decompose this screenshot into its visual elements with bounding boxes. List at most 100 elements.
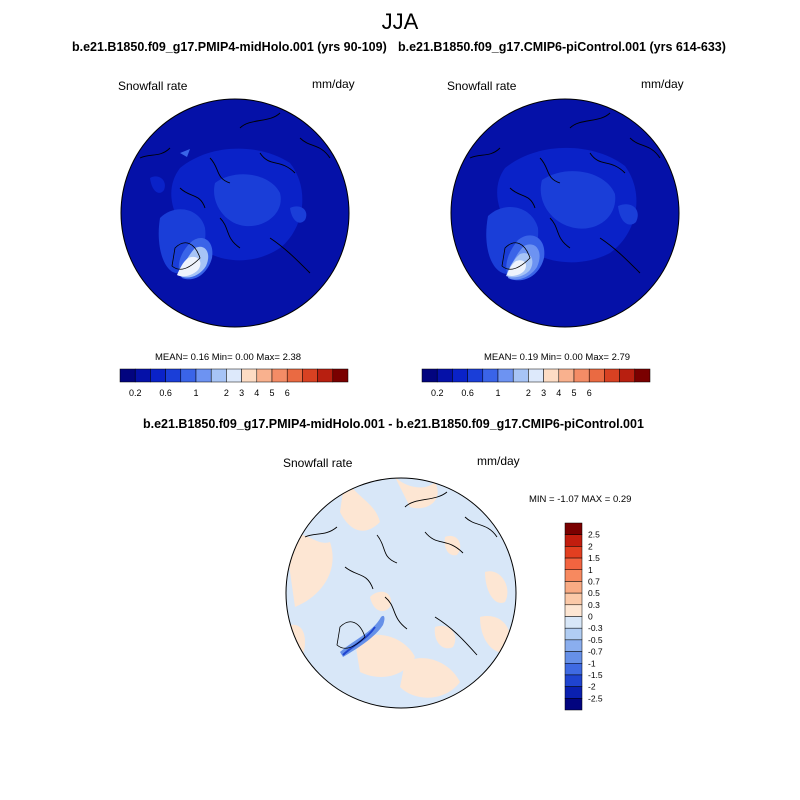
right-min-label: Min= — [540, 352, 562, 363]
right-colorbar-tick-label: 2 — [526, 388, 531, 398]
left-colorbar-tick-label: 1 — [193, 388, 198, 398]
diff-colorbar-swatch — [564, 546, 583, 559]
diff-colorbar-swatch — [564, 604, 583, 617]
right-max-label: Max= — [585, 352, 609, 363]
left-colorbar-swatch — [241, 368, 258, 383]
diff-colorbar-tick-label: -0.5 — [588, 635, 603, 645]
diff-colorbar-swatch — [564, 522, 583, 535]
diff-colorbar-swatch — [564, 639, 583, 652]
left-colorbar-swatch — [195, 368, 212, 383]
diff-title: b.e21.B1850.f09_g17.PMIP4-midHolo.001 - … — [143, 417, 644, 431]
right-colorbar-swatch — [573, 368, 590, 383]
diff-colorbar-tick-label: -0.7 — [588, 647, 603, 657]
left-case-title: b.e21.B1850.f09_g17.PMIP4-midHolo.001 (y… — [72, 40, 387, 54]
right-colorbar-swatch — [558, 368, 575, 383]
left-colorbar-swatch — [332, 368, 349, 383]
diff-variable-label: Snowfall rate — [283, 456, 353, 470]
right-max-value: 2.79 — [611, 352, 631, 363]
left-colorbar-tick-label: 2 — [224, 388, 229, 398]
diff-colorbar-swatch — [564, 581, 583, 594]
right-colorbar-swatch — [512, 368, 529, 383]
right-colorbar-tick-label: 5 — [571, 388, 576, 398]
diff-colorbar-swatch — [564, 557, 583, 570]
left-colorbar-tick-label: 4 — [254, 388, 259, 398]
main-title: JJA — [381, 9, 419, 34]
right-colorbar-swatch — [452, 368, 468, 383]
left-colorbar-swatch — [165, 368, 182, 383]
right-colorbar-swatch — [482, 368, 499, 383]
right-colorbar-tick-label: 4 — [556, 388, 561, 398]
right-colorbar-tick-label: 1 — [495, 388, 500, 398]
diff-colorbar-tick-label: 1.5 — [588, 553, 600, 563]
left-colorbar-swatch — [180, 368, 197, 383]
right-colorbar-tick-label: 3 — [541, 388, 546, 398]
diff-colorbar-tick-label: -1.5 — [588, 670, 603, 680]
left-colorbar: 0.2 0.6 1 2 3 4 5 6 — [119, 368, 349, 398]
left-mean-label: MEAN= — [155, 352, 188, 363]
left-units-label: mm/day — [312, 77, 355, 91]
left-colorbar-swatch — [226, 368, 242, 383]
right-colorbar: 0.2 0.6 1 2 3 4 5 6 — [421, 368, 651, 398]
diff-colorbar-swatch — [564, 569, 583, 582]
diff-colorbar: 2.52 1.5 10.7 0.5 0.3 0-0.3 -0.5 -0.7-1 -1.5 -2-2… — [564, 522, 603, 711]
left-min-label: Min= — [211, 352, 233, 363]
left-colorbar-tick-label: 0.2 — [129, 388, 142, 398]
diff-colorbar-swatch — [564, 686, 583, 699]
left-stats: MEAN= 0.16 Min= 0.00 Max= 2.38 — [155, 352, 301, 363]
right-units-label: mm/day — [641, 77, 684, 91]
diff-colorbar-swatch — [564, 674, 583, 687]
right-polar-map — [450, 98, 680, 328]
right-colorbar-swatch — [588, 368, 605, 383]
diff-max-value: 0.29 — [612, 494, 632, 505]
diff-colorbar-swatch — [564, 592, 583, 606]
right-colorbar-swatch — [421, 368, 438, 383]
left-colorbar-swatch — [317, 368, 334, 383]
right-variable-label: Snowfall rate — [447, 79, 517, 93]
left-max-value: 2.38 — [282, 352, 302, 363]
right-colorbar-swatch — [436, 368, 453, 383]
diff-colorbar-swatch — [564, 627, 583, 641]
diff-colorbar-swatch — [564, 663, 583, 676]
diff-colorbar-tick-label: 2 — [588, 541, 593, 551]
left-colorbar-tick-label: 3 — [239, 388, 244, 398]
left-colorbar-swatch — [271, 368, 288, 383]
right-min-value: 0.00 — [564, 352, 583, 363]
diff-colorbar-swatch — [564, 534, 583, 547]
right-stats: MEAN= 0.19 Min= 0.00 Max= 2.79 — [484, 352, 630, 363]
left-colorbar-swatch — [286, 368, 303, 383]
left-min-value: 0.00 — [235, 352, 254, 363]
right-case-title: b.e21.B1850.f09_g17.CMIP6-piControl.001 … — [398, 40, 726, 54]
diff-min-value: -1.07 — [557, 494, 579, 505]
left-colorbar-tick-label: 6 — [285, 388, 290, 398]
right-mean-label: MEAN= — [484, 352, 517, 363]
diff-max-label: MAX = — [581, 494, 611, 505]
diff-units-label: mm/day — [477, 454, 520, 468]
diff-polar-map — [285, 477, 517, 709]
diff-colorbar-tick-label: -2 — [588, 682, 596, 692]
diff-colorbar-swatch — [564, 616, 583, 629]
right-colorbar-swatch — [634, 368, 651, 383]
left-polar-map — [120, 98, 350, 328]
left-colorbar-swatch — [150, 368, 166, 383]
left-colorbar-swatch — [134, 368, 151, 383]
left-colorbar-swatch — [210, 368, 227, 383]
diff-colorbar-swatch — [564, 651, 583, 664]
diff-stats: MIN = -1.07 MAX = 0.29 — [529, 494, 631, 505]
diff-colorbar-tick-label: 0.5 — [588, 588, 600, 598]
diff-colorbar-tick-label: -2.5 — [588, 693, 603, 703]
left-colorbar-swatch — [256, 368, 273, 383]
right-colorbar-swatch — [604, 368, 620, 383]
left-max-label: Max= — [256, 352, 280, 363]
left-colorbar-swatch — [302, 368, 318, 383]
right-colorbar-swatch — [619, 368, 636, 383]
left-colorbar-tick-label: 0.6 — [159, 388, 172, 398]
diff-colorbar-tick-label: 0.3 — [588, 600, 600, 610]
right-colorbar-tick-label: 6 — [587, 388, 592, 398]
diff-colorbar-tick-label: -1 — [588, 658, 596, 668]
diff-colorbar-swatch — [564, 698, 583, 711]
right-mean-value: 0.19 — [519, 352, 539, 363]
diff-colorbar-tick-label: 0 — [588, 612, 593, 622]
right-colorbar-swatch — [467, 368, 484, 383]
diff-min-label: MIN = — [529, 494, 555, 505]
right-colorbar-swatch — [528, 368, 544, 383]
